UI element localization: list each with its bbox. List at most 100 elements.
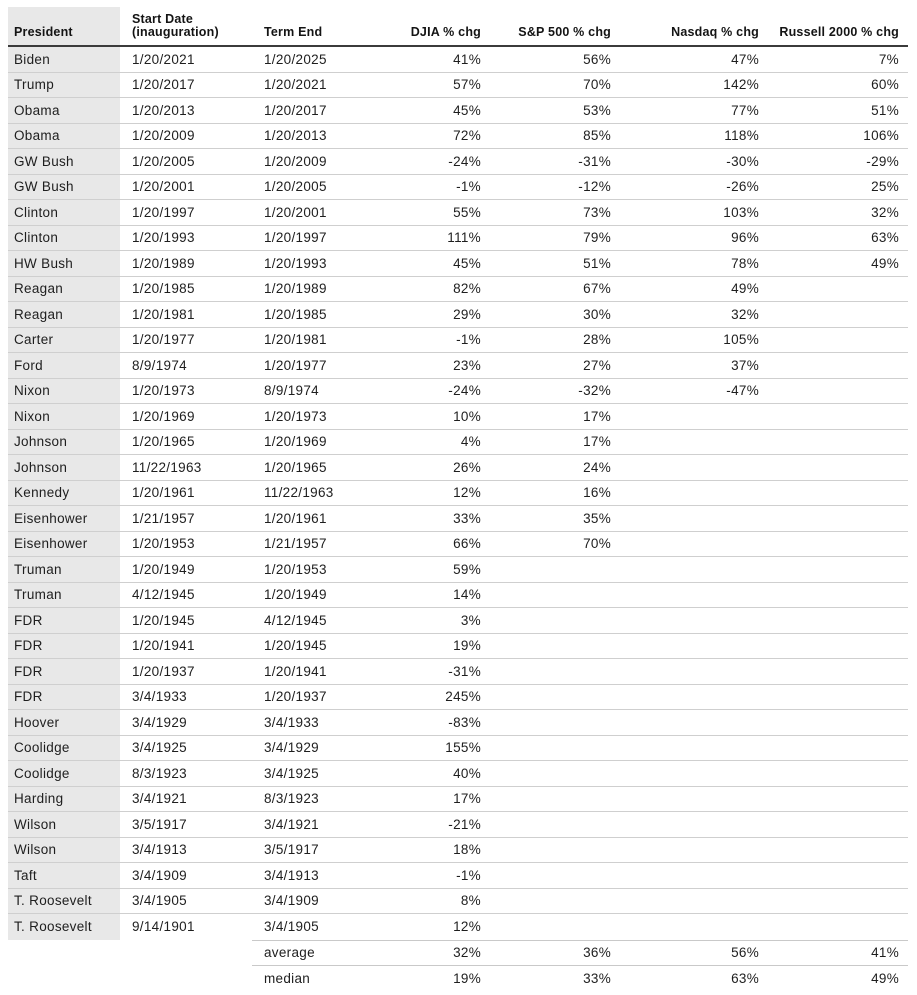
col-header-sp500: S&P 500 % chg bbox=[518, 25, 611, 40]
sp500-cell bbox=[490, 659, 620, 684]
term-end-cell: 1/20/1973 bbox=[264, 408, 327, 424]
term-end-cell: 1/20/2025 bbox=[264, 51, 327, 67]
president-cell: Taft bbox=[8, 863, 120, 888]
sp500-cell: -31% bbox=[578, 153, 611, 169]
djia-cell: 66% bbox=[453, 536, 481, 552]
table-row: FDR 1/20/1945 4/12/1945 3% bbox=[8, 608, 908, 634]
russell2000-cell bbox=[768, 404, 908, 429]
start-date-cell: 3/4/1913 bbox=[132, 842, 187, 858]
term-end-cell: 8/3/1923 bbox=[264, 791, 319, 807]
nasdaq-cell bbox=[620, 608, 768, 633]
sp500-cell: 30% bbox=[583, 306, 611, 322]
nasdaq-cell: 103% bbox=[723, 204, 759, 220]
djia-cell: 33% bbox=[453, 510, 481, 526]
start-date-cell: 1/20/2001 bbox=[132, 179, 195, 195]
sp500-cell: 27% bbox=[583, 357, 611, 373]
term-end-cell: median bbox=[252, 965, 378, 991]
table-row: GW Bush 1/20/2001 1/20/2005 -1% -12% -26% 25% bbox=[8, 174, 908, 200]
term-end-cell: 3/4/1933 bbox=[264, 714, 319, 730]
djia-cell: -1% bbox=[456, 867, 481, 883]
term-end-cell: 1/20/2021 bbox=[264, 77, 327, 93]
nasdaq-cell: 49% bbox=[731, 281, 759, 297]
sp500-cell bbox=[490, 634, 620, 659]
table-row: Wilson 3/4/1913 3/5/1917 18% bbox=[8, 837, 908, 863]
russell2000-cell: 25% bbox=[871, 179, 899, 195]
russell2000-cell bbox=[768, 608, 908, 633]
president-cell: Carter bbox=[8, 327, 120, 352]
nasdaq-cell bbox=[620, 863, 768, 888]
sp500-cell: 17% bbox=[583, 434, 611, 450]
russell2000-cell bbox=[768, 353, 908, 378]
start-date-cell: 8/9/1974 bbox=[132, 357, 187, 373]
president-cell bbox=[8, 965, 120, 991]
table-row: Wilson 3/5/1917 3/4/1921 -21% bbox=[8, 812, 908, 838]
table-row: Obama 1/20/2013 1/20/2017 45% 53% 77% 51% bbox=[8, 98, 908, 124]
table-row: Kennedy 1/20/1961 11/22/1963 12% 16% bbox=[8, 480, 908, 506]
term-end-cell: 11/22/1963 bbox=[264, 485, 334, 501]
djia-cell: 10% bbox=[453, 408, 481, 424]
start-date-cell bbox=[120, 940, 252, 966]
table-summary: average 32% 36% 56% 41% median 19% 33% 63% 49% bbox=[8, 939, 908, 991]
table-row: Harding 3/4/1921 8/3/1923 17% bbox=[8, 786, 908, 812]
russell2000-cell bbox=[768, 736, 908, 761]
djia-cell: 45% bbox=[453, 255, 481, 271]
president-cell: Obama bbox=[8, 98, 120, 123]
start-date-cell: 1/20/2013 bbox=[132, 102, 195, 118]
president-cell: Coolidge bbox=[8, 735, 120, 760]
nasdaq-cell: 77% bbox=[731, 102, 759, 118]
table-row: Taft 3/4/1909 3/4/1913 -1% bbox=[8, 863, 908, 889]
djia-cell: 18% bbox=[453, 842, 481, 858]
sp500-cell: -12% bbox=[578, 179, 611, 195]
djia-cell: 55% bbox=[453, 204, 481, 220]
djia-cell: 45% bbox=[453, 102, 481, 118]
russell2000-cell bbox=[768, 455, 908, 480]
russell2000-cell bbox=[768, 914, 908, 940]
sp500-cell: 56% bbox=[583, 51, 611, 67]
russell2000-cell: 32% bbox=[871, 204, 899, 220]
table-row: Truman 1/20/1949 1/20/1953 59% bbox=[8, 557, 908, 583]
table-row: Carter 1/20/1977 1/20/1981 -1% 28% 105% bbox=[8, 327, 908, 353]
table-row: HW Bush 1/20/1989 1/20/1993 45% 51% 78% 49% bbox=[8, 251, 908, 277]
russell2000-cell bbox=[768, 277, 908, 302]
table-row: FDR 1/20/1941 1/20/1945 19% bbox=[8, 633, 908, 659]
djia-cell: 8% bbox=[460, 893, 481, 909]
president-cell: Wilson bbox=[8, 837, 120, 862]
start-date-cell: 1/20/1937 bbox=[132, 663, 195, 679]
djia-cell: 12% bbox=[453, 919, 481, 935]
term-end-cell: 1/20/1997 bbox=[264, 230, 327, 246]
president-cell: T. Roosevelt bbox=[8, 888, 120, 913]
start-date-cell: 1/20/1969 bbox=[132, 408, 195, 424]
russell2000-cell: 51% bbox=[871, 102, 899, 118]
term-end-cell: 1/20/1945 bbox=[264, 638, 327, 654]
term-end-cell: 1/20/2017 bbox=[264, 102, 327, 118]
russell2000-cell: -29% bbox=[866, 153, 899, 169]
nasdaq-cell: 142% bbox=[723, 77, 759, 93]
president-cell: FDR bbox=[8, 659, 120, 684]
table-row: Ford 8/9/1974 1/20/1977 23% 27% 37% bbox=[8, 353, 908, 379]
term-end-cell: 1/20/1969 bbox=[264, 434, 327, 450]
president-cell: Biden bbox=[8, 47, 120, 72]
term-end-cell: 1/20/1949 bbox=[264, 587, 327, 603]
president-cell: HW Bush bbox=[8, 251, 120, 276]
nasdaq-cell: 78% bbox=[731, 255, 759, 271]
djia-cell: 72% bbox=[453, 128, 481, 144]
start-date-cell: 1/20/1965 bbox=[132, 434, 195, 450]
djia-cell: 4% bbox=[460, 434, 481, 450]
term-end-cell: 3/4/1921 bbox=[264, 816, 319, 832]
russell2000-cell bbox=[768, 787, 908, 812]
start-date-cell: 9/14/1901 bbox=[132, 919, 195, 935]
russell2000-cell bbox=[768, 863, 908, 888]
term-end-cell: 1/20/1985 bbox=[264, 306, 327, 322]
start-date-cell: 3/4/1929 bbox=[132, 714, 187, 730]
summary-row: median 19% 33% 63% 49% bbox=[8, 965, 908, 991]
start-date-cell: 3/4/1905 bbox=[132, 893, 187, 909]
nasdaq-cell bbox=[620, 685, 768, 710]
sp500-cell bbox=[490, 761, 620, 786]
nasdaq-cell: 96% bbox=[731, 230, 759, 246]
start-date-cell: 1/20/1953 bbox=[132, 536, 195, 552]
start-date-cell: 8/3/1923 bbox=[132, 765, 187, 781]
djia-cell: 59% bbox=[453, 561, 481, 577]
president-cell: Reagan bbox=[8, 302, 120, 327]
start-date-cell: 3/4/1933 bbox=[132, 689, 187, 705]
djia-cell: -31% bbox=[448, 663, 481, 679]
